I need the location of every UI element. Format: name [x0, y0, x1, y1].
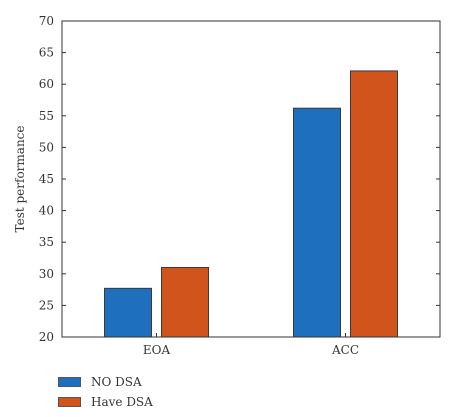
legend-label-no-dsa: NO DSA	[91, 375, 142, 389]
bar-eoa-no-dsa	[104, 287, 152, 338]
legend-label-have-dsa: Have DSA	[91, 395, 153, 409]
y-tick-label: 35	[39, 235, 54, 249]
y-axis-title: Test performance	[13, 126, 27, 233]
legend: NO DSA Have DSA	[58, 372, 153, 412]
y-axis-ticks: 20 25 30 35 40 45 50 55 60 65 70	[39, 14, 440, 344]
legend-item-no-dsa: NO DSA	[58, 372, 153, 392]
y-tick-label: 60	[39, 77, 54, 91]
bar-acc-no-dsa	[293, 107, 341, 338]
y-tick-label: 70	[39, 14, 54, 28]
x-axis-ticks: EOA ACC	[143, 333, 359, 357]
y-tick-label: 45	[39, 172, 54, 186]
x-tick-label-eoa: EOA	[143, 343, 171, 357]
bar-acc-have-dsa	[350, 70, 398, 338]
y-tick-label: 25	[39, 298, 54, 312]
legend-swatch-no-dsa	[58, 377, 81, 387]
y-tick-label: 65	[39, 46, 54, 60]
legend-swatch-have-dsa	[58, 397, 81, 407]
y-tick-label: 20	[39, 330, 54, 344]
x-tick-label-acc: ACC	[331, 343, 359, 357]
y-tick-label: 55	[39, 109, 54, 123]
y-tick-label: 40	[39, 204, 54, 218]
plot-frame	[61, 20, 441, 338]
y-tick-label: 30	[39, 267, 54, 281]
bar-eoa-have-dsa	[161, 266, 209, 338]
bars-group	[104, 70, 398, 338]
y-tick-label: 50	[39, 140, 54, 154]
legend-item-have-dsa: Have DSA	[58, 392, 153, 412]
